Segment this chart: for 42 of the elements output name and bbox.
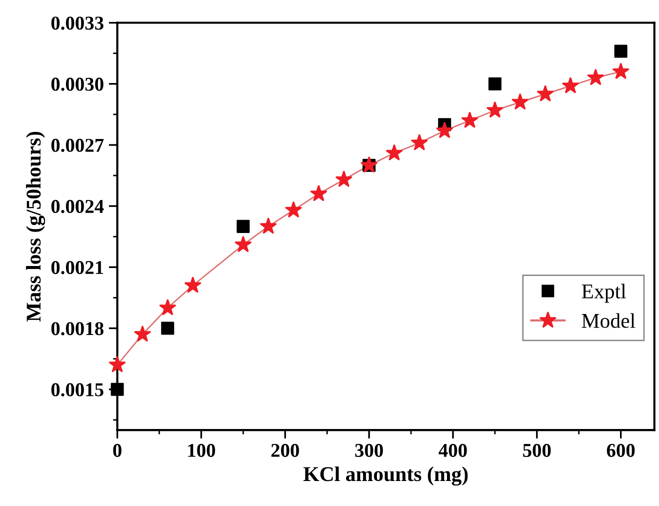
point	[310, 184, 328, 202]
legend-label: Exptl	[582, 284, 626, 303]
y-tick-label: 0.0018	[51, 322, 104, 336]
point	[386, 144, 403, 161]
point	[486, 101, 504, 118]
y-tick-label: 0.0030	[51, 78, 104, 91]
point	[110, 382, 124, 396]
point	[536, 85, 554, 102]
legend-label: Model	[582, 313, 636, 328]
x-tick-label: 400	[438, 444, 467, 457]
x-tick-label: 500	[523, 444, 551, 457]
y-tick-label: 0.0021	[51, 260, 104, 274]
point	[461, 112, 478, 128]
point	[159, 298, 176, 316]
y-tick-label: 0.0033	[51, 16, 104, 30]
point	[562, 76, 580, 94]
y-axis-title: Mass loss (g/50hours)	[26, 132, 46, 322]
point	[410, 134, 428, 150]
point	[260, 217, 277, 234]
x-tick-label: 100	[188, 444, 216, 457]
y-tick-label: 0.0027	[51, 138, 104, 152]
x-tick-label: 200	[271, 444, 299, 457]
point	[488, 77, 502, 90]
point	[284, 201, 302, 218]
point	[587, 68, 604, 86]
point	[161, 322, 174, 335]
x-tick-label: 300	[355, 444, 383, 457]
point	[511, 93, 529, 110]
point	[108, 356, 126, 372]
point	[184, 276, 202, 293]
x-tick-label: 600	[606, 444, 635, 457]
y-tick-label: 0.0015	[51, 383, 104, 396]
point	[134, 325, 152, 342]
point	[234, 236, 252, 252]
point	[614, 44, 628, 58]
point	[436, 122, 454, 138]
y-tick-label: 0.0024	[51, 200, 104, 214]
x-axis-title: KCl amounts (mg)	[303, 466, 468, 486]
point	[335, 170, 353, 188]
x-tick-label: 0	[113, 444, 122, 457]
point	[612, 62, 630, 80]
point	[236, 220, 250, 233]
